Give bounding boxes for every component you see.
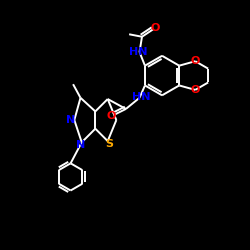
Text: HN: HN <box>129 47 148 57</box>
Text: O: O <box>150 23 160 33</box>
Text: O: O <box>190 56 200 66</box>
Text: N: N <box>76 140 85 150</box>
Text: O: O <box>106 111 116 121</box>
Text: N: N <box>66 115 75 125</box>
Text: HN: HN <box>132 92 150 102</box>
Text: O: O <box>190 85 200 95</box>
Text: S: S <box>105 139 113 149</box>
